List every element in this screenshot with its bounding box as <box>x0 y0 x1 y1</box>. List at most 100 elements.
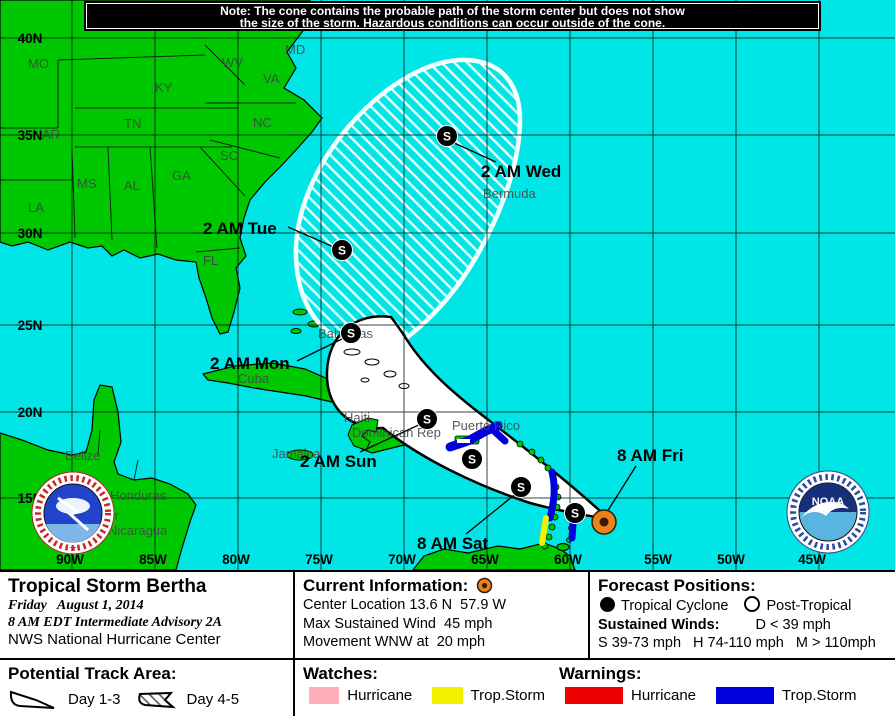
place-labels: Bermuda Bahamas Cuba Haiti Dominican Rep… <box>65 186 537 538</box>
hurricane-warning-label: Hurricane <box>631 687 697 704</box>
center-location: Center Location 13.6 N 57.9 W <box>303 597 507 613</box>
islands-bahamas-incone <box>343 348 410 389</box>
place-label-belize: Belize <box>65 448 100 463</box>
state-label: GA <box>172 168 191 183</box>
watches-header: Watches: <box>303 664 378 683</box>
track-area-legend-row: Day 1-3 Day 4-5 <box>8 687 287 711</box>
advisory-name: 8 AM EDT Intermediate Advisory 2A <box>8 615 223 630</box>
note-banner: Note: The cone contains the probable pat… <box>86 3 819 29</box>
tropstorm-watch-antilles <box>539 515 549 546</box>
forecast-point: S <box>331 239 353 261</box>
lon-label: 90W <box>56 552 84 567</box>
state-labels: MO KY WV VA MD NC TN AR SC GA AL MS LA F… <box>28 42 305 268</box>
time-label-8am-fri: 8 AM Fri <box>617 446 683 465</box>
time-label-2am-tue: 2 AM Tue <box>203 219 277 238</box>
agency-name: NWS National Hurricane Center <box>8 631 221 648</box>
island-haiti-overlay <box>347 417 379 451</box>
warnings-header: Warnings: <box>559 664 642 683</box>
time-label-8am-sat: 8 AM Sat <box>417 534 489 553</box>
point-letter: S <box>468 453 476 467</box>
noaa-logo: NOAA <box>786 470 870 554</box>
current-position-marker <box>591 509 617 535</box>
wind-scale-s: S 39-73 mph <box>598 635 682 651</box>
tropstorm-warning-swatch <box>716 687 775 704</box>
current-info-header: Current Information: <box>303 576 582 596</box>
state-borders <box>0 44 296 481</box>
max-sustained-wind: Max Sustained Wind 45 mph <box>303 615 493 632</box>
potential-track-area-cell: Potential Track Area: Day 1-3 Day 4-5 <box>0 660 295 716</box>
lon-label: 55W <box>644 552 672 567</box>
lat-label: 30N <box>18 226 43 241</box>
watches-warnings-cell: Watches: Hurricane Trop.Storm Warnings: … <box>295 660 895 716</box>
lon-label: 50W <box>717 552 745 567</box>
landmass-north-america <box>0 0 323 335</box>
info-panel-row2: Potential Track Area: Day 1-3 Day 4-5 Wa… <box>0 660 895 716</box>
forecast-symbols-line: Tropical Cyclone Post-Tropical <box>598 596 889 616</box>
wind-scale-h: H 74-110 mph <box>693 635 784 651</box>
forecast-point: S <box>461 448 483 470</box>
watches-group: Watches: Hurricane Trop.Storm <box>303 664 559 716</box>
forecast-point: S <box>436 125 458 147</box>
storm-title: Tropical Storm Bertha <box>8 576 207 597</box>
state-label: NC <box>253 115 272 130</box>
hurricane-watch-swatch <box>309 687 340 704</box>
tropstorm-warning-pr-hook <box>488 425 509 445</box>
forecast-positions-header: Forecast Positions: <box>598 576 756 595</box>
advisory-date: Friday August 1, 2014 <box>8 598 144 613</box>
wind-scale-line: S 39-73 mph H 74-110 mph M > 110mph <box>598 634 889 653</box>
nws-logo-star: ★ <box>69 543 77 553</box>
point-letter: S <box>338 244 346 258</box>
time-label-2am-sun: 2 AM Sun <box>300 452 377 471</box>
info-panel-row1: Tropical Storm Bertha Friday August 1, 2… <box>0 572 895 660</box>
map-area: MO KY WV VA MD NC TN AR SC GA AL MS LA F… <box>0 0 895 570</box>
tropical-cyclone-label: Tropical Cyclone <box>621 598 729 614</box>
warnings-group: Warnings: Hurricane Trop.Storm <box>559 664 871 716</box>
tropstorm-warning-antilles <box>546 468 558 522</box>
time-label-2am-mon: 2 AM Mon <box>210 354 290 373</box>
place-label-haiti: Haiti <box>344 410 370 425</box>
place-label-nicaragua: Nicaragua <box>108 523 168 538</box>
place-label-puerto-rico: Puerto Rico <box>452 418 520 433</box>
tropstorm-watch-label: Trop.Storm <box>470 687 545 704</box>
map-svg: MO KY WV VA MD NC TN AR SC GA AL MS LA F… <box>0 0 895 570</box>
state-label: LA <box>28 200 44 215</box>
lat-label: 40N <box>18 31 43 46</box>
forecast-point: S <box>564 502 586 524</box>
place-label-cuba: Cuba <box>238 371 270 386</box>
callout-lines <box>287 141 637 535</box>
lat-label: 35N <box>18 128 43 143</box>
day1-3-label: Day 1-3 <box>68 690 121 708</box>
post-tropical-label: Post-Tropical <box>766 598 852 614</box>
lon-label: 60W <box>554 552 582 567</box>
hurricane-watch-label: Hurricane <box>347 687 413 704</box>
nws-logo: ★ <box>31 471 115 555</box>
state-label: VA <box>263 71 280 86</box>
noaa-logo-text: NOAA <box>812 496 844 508</box>
day1-3-cone-icon <box>9 690 55 709</box>
day4-5-label: Day 4-5 <box>186 690 240 708</box>
state-label: SC <box>220 148 238 163</box>
lat-label: 20N <box>18 405 43 420</box>
sustained-winds-label: Sustained Winds: <box>598 616 720 633</box>
movement: Movement WNW at 20 mph <box>303 634 486 650</box>
lon-label: 65W <box>471 552 499 567</box>
storm-summary-cell: Tropical Storm Bertha Friday August 1, 2… <box>0 572 295 658</box>
forecast-point: S <box>510 476 532 498</box>
current-position-icon <box>476 577 493 594</box>
state-label: AR <box>42 127 60 142</box>
sustained-winds-line: Sustained Winds: D < 39 mph <box>598 616 889 635</box>
island-jamaica <box>286 449 314 461</box>
forecast-point: S <box>416 408 438 430</box>
state-label: WV <box>222 55 243 70</box>
note-line2: the size of the storm. Hazardous conditi… <box>239 15 666 30</box>
state-label: MS <box>77 176 97 191</box>
warning-segments <box>445 421 578 546</box>
state-label: MD <box>285 42 305 57</box>
lon-label: 75W <box>305 552 333 567</box>
lon-label: 45W <box>798 552 826 567</box>
current-info-header-text: Current Information: <box>303 576 469 595</box>
longitude-labels: 90W 85W 80W 75W 70W 65W 60W 55W 50W 45W <box>56 552 826 567</box>
lon-label: 70W <box>388 552 416 567</box>
hurricane-warning-swatch <box>565 687 623 704</box>
state-label: FL <box>203 253 218 268</box>
